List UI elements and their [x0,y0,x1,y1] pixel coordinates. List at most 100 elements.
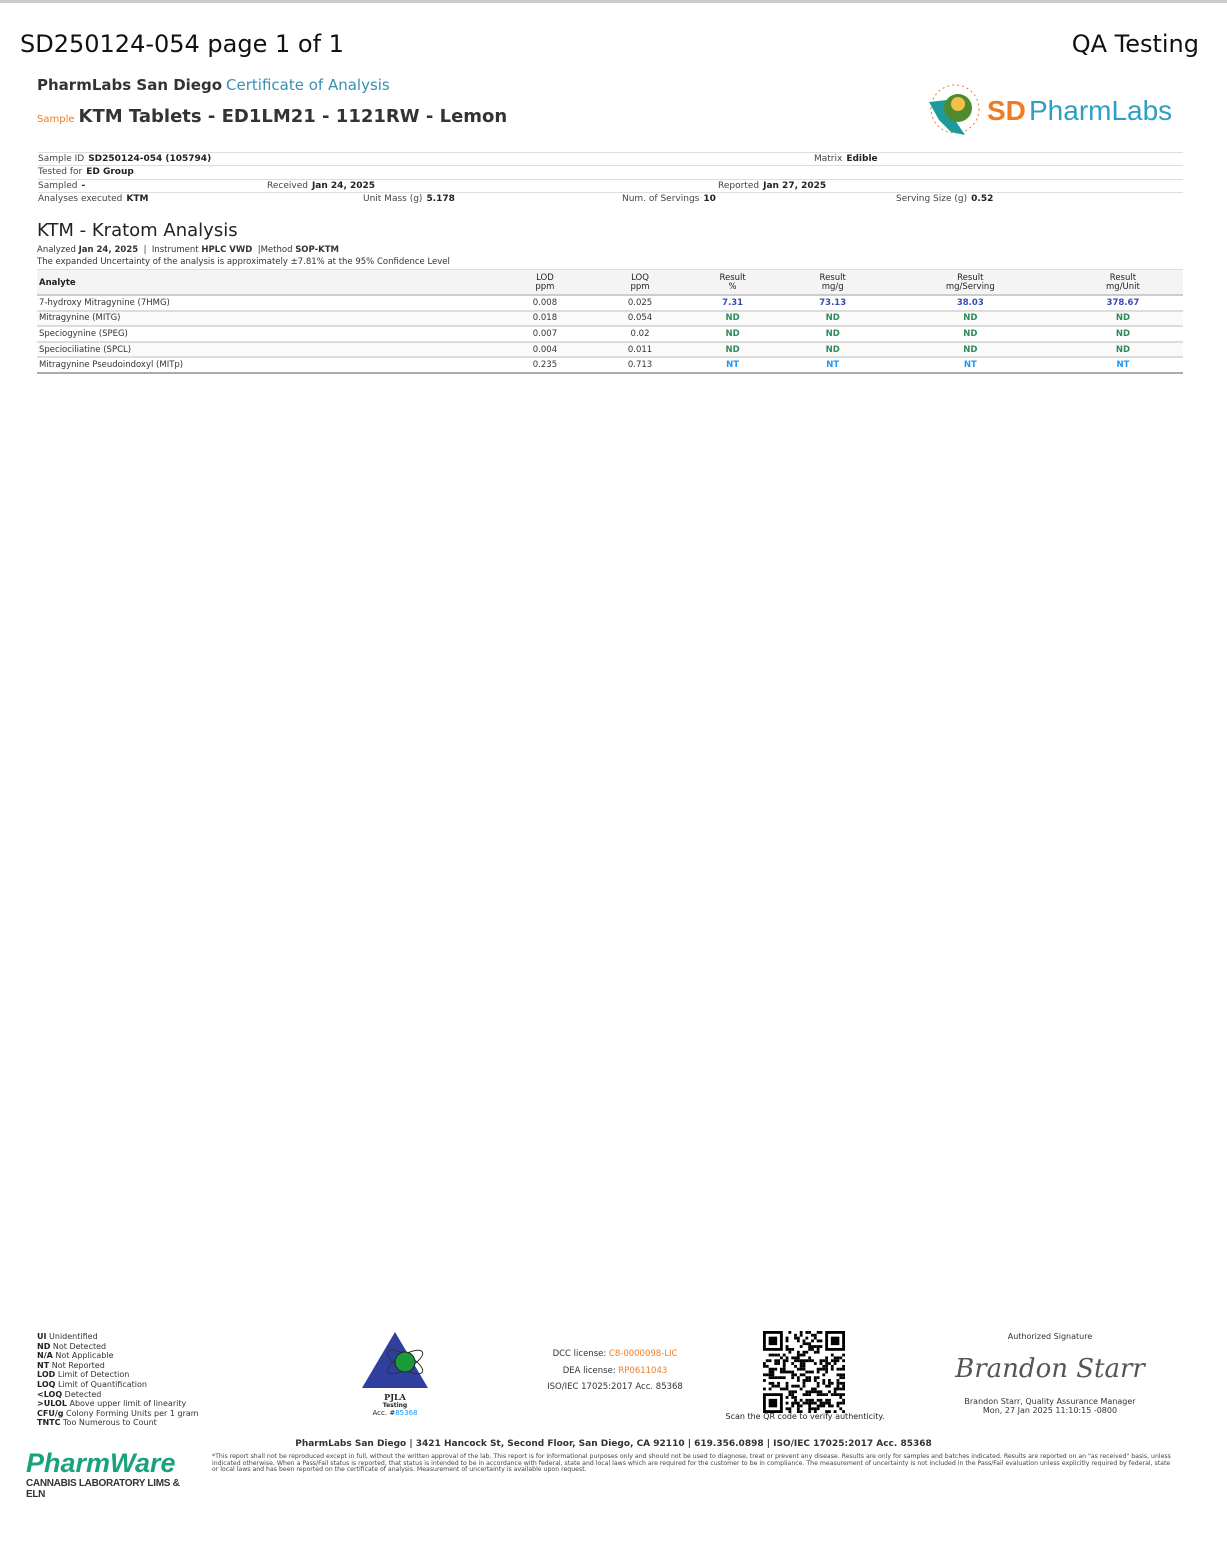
legend-abbr: CFU/g [37,1408,64,1418]
sample-line: Sample KTM Tablets - ED1LM21 - 1121RW - L… [37,106,507,127]
pjla-badge: PJLA Testing Acc. #85368 [355,1330,435,1417]
cell: 38.03 [877,295,1063,312]
info-row: Sampled - Received Jan 24, 2025 Reported Jan … [38,178,1183,192]
legend-abbr: <LOQ [37,1389,63,1399]
analyses-label: Analyses executed [38,194,123,205]
iso-accreditation: ISO/IEC 17025:2017 Acc. 85368 [547,1382,683,1392]
signature-date: Mon, 27 Jan 2025 11:10:15 -0800 [982,1406,1118,1415]
legend-abbr: N/A [37,1351,53,1361]
column-header: Result mg/Serving [877,269,1063,296]
cell: 0.011 [602,341,678,359]
column-header: Result mg/Unit [1062,269,1183,296]
top-border [0,0,1227,3]
cell: ND [787,341,878,359]
signer-name: Brandon Starr, Quality Assurance Manager [964,1397,1136,1406]
analyte-name: Speciogynine (SPEG) [37,326,488,343]
legend-item: CFU/g Colony Forming Units per 1 gram [37,1409,199,1419]
pharmware-name: PharmWare [26,1448,176,1478]
matrix: Edible [846,154,878,164]
info-row: Sample ID SD250124-054 (105794) Matrix Edib… [38,152,1183,165]
servings-label: Num. of Servings [622,194,700,205]
lab-address: PharmLabs San Diego | 3421 Hancock St, S… [295,1439,932,1449]
received: Jan 24, 2025 [311,180,376,191]
cell: ND [877,326,1063,343]
unit-mass: 5.178 [426,194,455,205]
col-l1: LOQ [631,273,649,283]
instrument: HPLC VWD [201,245,253,255]
cell: NT [877,357,1063,374]
col-l1: Result [1109,273,1137,283]
abbreviation-legend: UI Unidentified ND Not Detected N/A Not Ap… [37,1332,199,1428]
legend-item: <LOQ Detected [37,1390,199,1400]
analysis-meta: Analyzed Jan 24, 2025 | Instrument HPLC … [37,245,450,267]
legend-desc: Limit of Detection [57,1370,130,1380]
legend-abbr: LOQ [37,1379,56,1389]
cell: ND [877,310,1063,328]
legend-abbr: TNTC [37,1418,61,1428]
cell: ND [787,310,878,328]
handwritten-signature: Brandon Starr [955,1354,1145,1384]
matrix-label: Matrix [814,154,843,164]
legend-desc: Above upper limit of linearity [69,1399,187,1409]
cell: 0.004 [487,341,603,359]
analyzed-label: Analyzed [37,245,76,255]
analyses: KTM [126,194,149,205]
lab-name: PharmLabs San Diego [37,76,223,94]
info-row: Tested for ED Group [38,165,1183,178]
legend-item: NT Not Reported [37,1361,199,1371]
table-row: Speciociliatine (SPCL) 0.004 0.011 ND ND ND ND [37,341,1183,359]
column-header: LOD ppm [487,269,603,296]
cell: 0.235 [487,357,603,374]
pjla-acc-label: Acc. # [372,1409,396,1417]
table-row: Mitragynine (MITG) 0.018 0.054 ND ND ND ND [37,310,1183,328]
analyte-name: Mitragynine Pseudoindoxyl (MITp) [37,357,488,374]
cell: 0.007 [487,326,603,343]
licenses: DCC license: C8-0000098-LIC DEA license:… [530,1346,700,1396]
col-l2: mg/Unit [1106,282,1140,292]
col-l2: % [728,282,737,292]
cell: 0.025 [602,295,678,312]
legend-desc: Not Detected [52,1341,107,1351]
reported-label: Reported [718,180,760,191]
info-row: Analyses executed KTM Unit Mass (g) 5.178 Nu… [38,192,1183,205]
svg-text:PharmLabs: PharmLabs [1029,95,1172,126]
received-label: Received [267,180,308,191]
header-right: QA Testing [1071,30,1199,58]
legend-item: ND Not Detected [37,1342,199,1352]
column-header: LOQ ppm [602,269,678,296]
analyzed: Jan 24, 2025 [78,245,139,255]
legend-abbr: >ULOL [37,1399,67,1409]
pharmware-logo: PharmWare CANNABIS LABORATORY LIMS & ELN [26,1448,186,1503]
cell: 0.018 [487,310,603,328]
legend-item: LOQ Limit of Quantification [37,1380,199,1390]
sample-id-label: Sample ID [38,154,85,164]
pjla-logo-icon [362,1332,428,1388]
dea-label: DEA license: [562,1365,616,1376]
table-row: 7-hydroxy Mitragynine (7HMG) 0.008 0.025 7.… [37,295,1183,312]
legend-item: LOD Limit of Detection [37,1370,199,1380]
uncertainty: The expanded Uncertainty of the analysis… [37,257,450,267]
cell: ND [677,341,788,359]
legend-desc: Limit of Quantification [57,1379,147,1389]
analyte-name: Mitragynine (MITG) [37,310,488,328]
cell: 378.67 [1062,295,1183,312]
pjla-acc[interactable]: 85368 [395,1409,418,1417]
sample-name: KTM Tablets - ED1LM21 - 1121RW - Lemon [78,106,508,127]
table-row: Speciogynine (SPEG) 0.007 0.02 ND ND ND ND [37,326,1183,343]
cell: NT [677,357,788,374]
method: SOP-KTM [295,245,339,255]
dcc-label: DCC license: [552,1349,607,1359]
col-l1: Result [957,273,984,283]
lab-line: PharmLabs San Diego Certificate of Analys… [37,76,390,94]
legend-item: TNTC Too Numerous to Count [37,1418,199,1428]
sample-info: Sample ID SD250124-054 (105794) Matrix Edib… [38,152,1183,206]
legend-desc: Not Applicable [55,1351,114,1361]
cell: ND [677,326,788,343]
cell: ND [1062,326,1183,343]
legend-desc: Not Reported [51,1360,105,1370]
qr-code-icon[interactable] [763,1331,845,1413]
legend-desc: Colony Forming Units per 1 gram [66,1408,199,1418]
tested-for: ED Group [86,167,134,178]
pjla-name: PJLA [384,1392,406,1402]
cell: 73.13 [787,295,878,312]
